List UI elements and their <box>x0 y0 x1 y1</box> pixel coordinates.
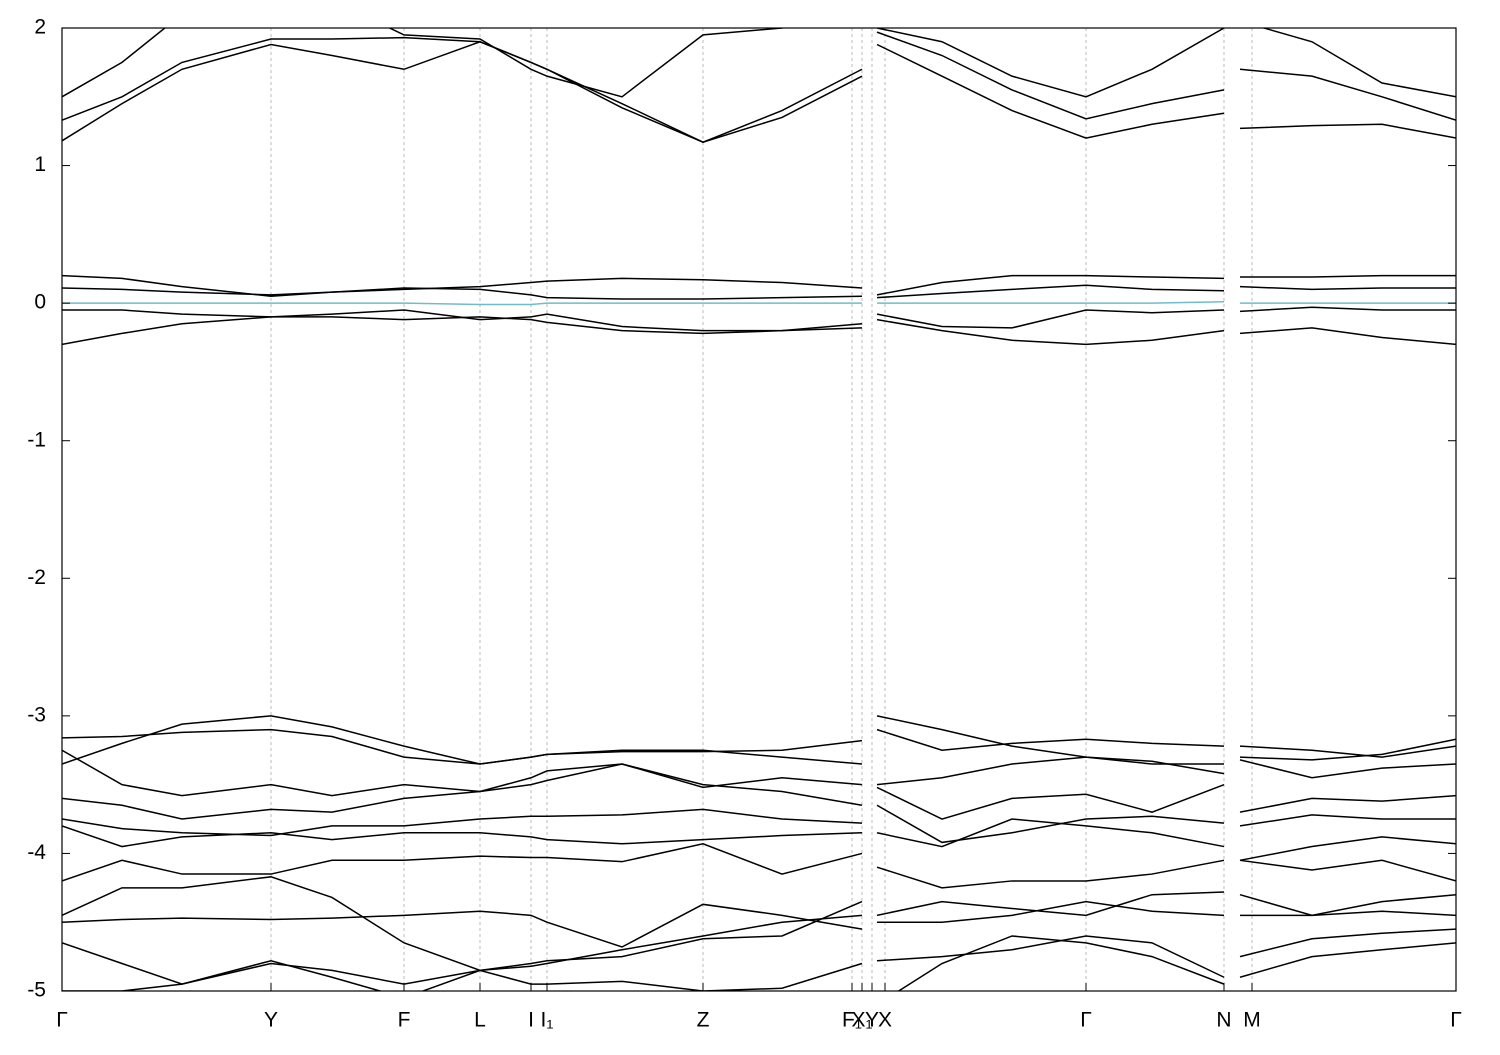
x-tick-label: F₁ <box>842 1009 862 1032</box>
y-tick-label: -2 <box>27 566 46 589</box>
x-tick-label: I₁ <box>541 1009 554 1032</box>
x-tick-label: Z <box>697 1009 710 1032</box>
band-line <box>62 301 1456 306</box>
y-tick-label: 1 <box>34 153 46 176</box>
band-line <box>62 818 1456 862</box>
band-line <box>62 284 1456 300</box>
band-line <box>62 316 1456 346</box>
x-tick-label: I <box>528 1009 534 1032</box>
band-line <box>62 306 1456 332</box>
y-tick-label: -5 <box>27 979 46 1002</box>
x-tick-label: Y <box>865 1009 879 1032</box>
x-tick-label: N <box>1216 1009 1231 1032</box>
x-tick-label: M <box>1243 1009 1261 1032</box>
y-tick-label: 2 <box>34 16 46 39</box>
x-tick-label: Γ <box>56 1009 68 1032</box>
bands <box>62 28 1456 991</box>
x-tick-label: Γ <box>1450 1009 1462 1032</box>
y-tick-label: -3 <box>27 703 46 726</box>
x-tick-label: F <box>398 1009 411 1032</box>
plot-frame <box>61 27 1457 992</box>
x-tick-label: X <box>878 1009 892 1032</box>
band-line <box>62 31 1456 143</box>
band-line <box>62 728 1456 765</box>
band-line <box>62 763 1456 820</box>
band-line <box>62 40 1456 143</box>
x-tick-label: L <box>474 1009 486 1032</box>
x-tick-label: Y <box>264 1009 278 1032</box>
band-line <box>62 900 1456 948</box>
band-line <box>62 935 1456 991</box>
band-line <box>62 274 1456 298</box>
y-tick-label: -4 <box>27 841 46 864</box>
band-line <box>62 28 1456 98</box>
y-tick-label: -1 <box>27 428 46 451</box>
grid <box>61 28 1457 991</box>
y-tick-label: 0 <box>34 291 46 314</box>
band-line <box>62 843 1456 889</box>
x-tick-label: X₁ <box>851 1009 872 1032</box>
x-tick-label: Γ <box>1080 1009 1092 1032</box>
band-line <box>62 804 1456 844</box>
